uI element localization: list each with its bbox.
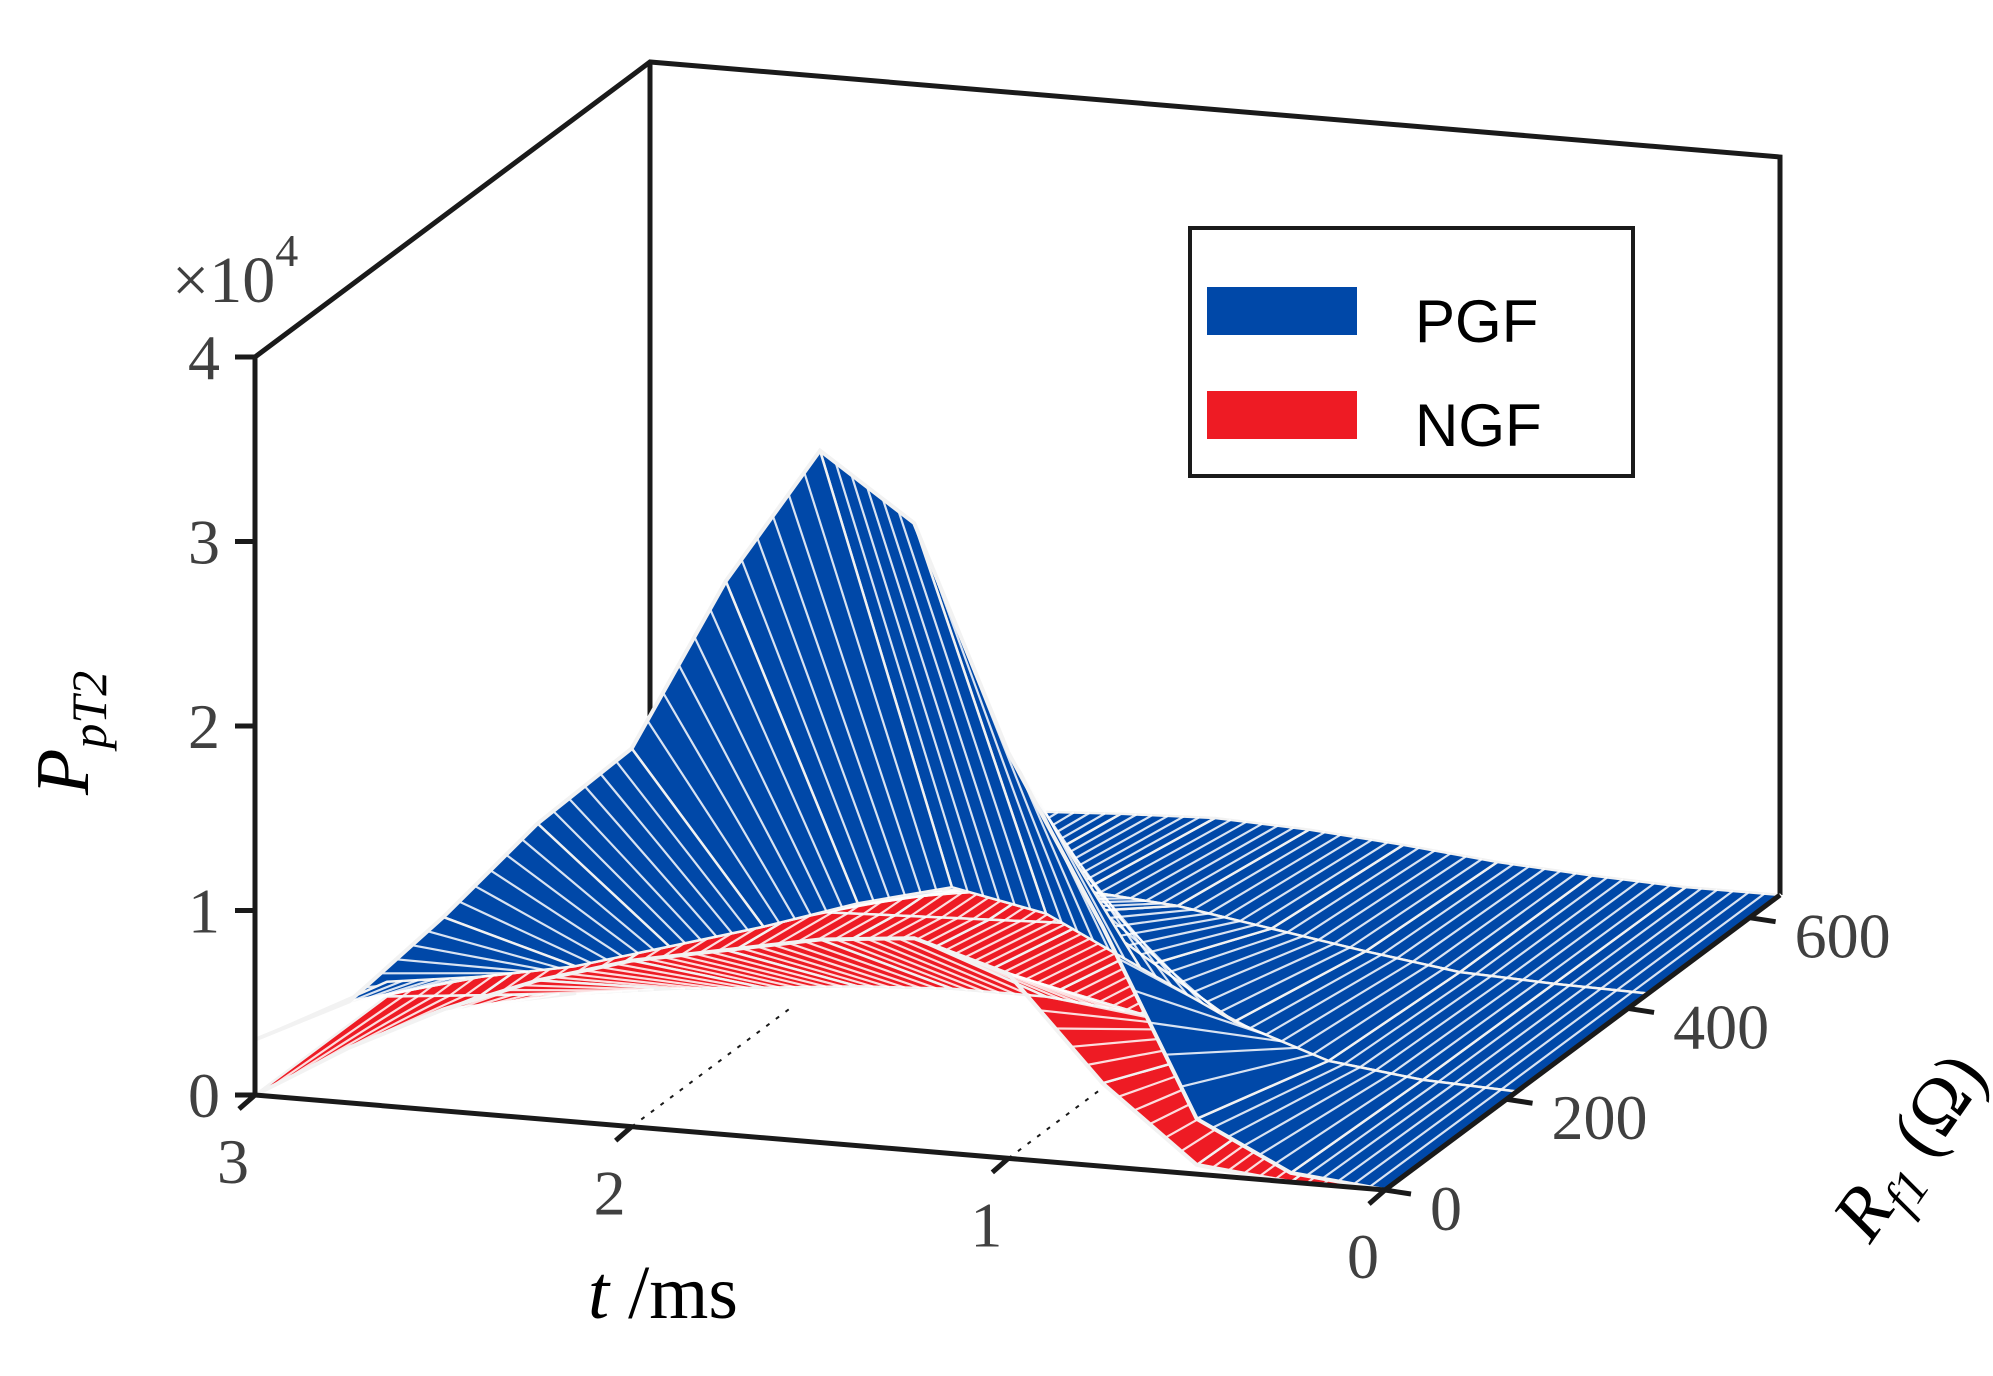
x-tick-label: 3 — [217, 1126, 249, 1197]
y-tick-mark — [1628, 1008, 1654, 1012]
z-tick-label: 2 — [188, 691, 220, 762]
x-axis-label: t /ms — [588, 1251, 738, 1335]
y-tick-mark — [1385, 1190, 1411, 1194]
surface-layer — [255, 451, 1780, 1190]
z-axis-label-sub: pT2 — [61, 671, 117, 752]
y-axis-label-unit: (Ω) — [1865, 1038, 1993, 1186]
y-tick-label: 400 — [1673, 991, 1769, 1062]
x-tick-label: 1 — [970, 1189, 1002, 1260]
x-axis-label-main: t — [588, 1251, 611, 1335]
legend-swatch-ngf — [1207, 391, 1357, 439]
x-tick-mark — [616, 1127, 632, 1141]
floor-gridline-t — [632, 1009, 790, 1127]
z-tick-label: 0 — [188, 1060, 220, 1131]
z-multiplier-prefix: ×10 — [172, 244, 275, 317]
y-tick-label: 200 — [1552, 1082, 1648, 1153]
x-tick-mark — [992, 1158, 1008, 1172]
legend-label-ngf: NGF — [1415, 392, 1542, 459]
z-axis-label-main: P — [21, 749, 105, 796]
x-axis-label-rest: /ms — [609, 1251, 738, 1335]
legend-label-pgf: PGF — [1415, 288, 1538, 355]
z-multiplier-exponent: 4 — [275, 225, 298, 276]
y-tick-label: 600 — [1795, 901, 1891, 972]
surface-meshline-ngf — [286, 996, 418, 1079]
y-tick-label: 0 — [1430, 1173, 1462, 1244]
legend-swatch-pgf — [1207, 287, 1357, 335]
z-tick-label: 4 — [188, 322, 220, 393]
x-tick-label: 0 — [1347, 1221, 1379, 1292]
y-tick-mark — [1507, 1099, 1533, 1103]
z-tick-label: 1 — [188, 876, 220, 947]
y-tick-mark — [1750, 918, 1776, 922]
z-axis-label: PpT2 — [21, 671, 117, 796]
x-tick-mark — [1369, 1190, 1385, 1204]
y-axis-label: Rf1 (Ω) — [1816, 1038, 1993, 1261]
x-tick-label: 2 — [594, 1158, 626, 1229]
z-multiplier: ×104 — [172, 225, 298, 317]
z-tick-label: 3 — [188, 507, 220, 578]
legend: PGF NGF — [1190, 228, 1633, 476]
surface-pgf — [255, 451, 1780, 1190]
